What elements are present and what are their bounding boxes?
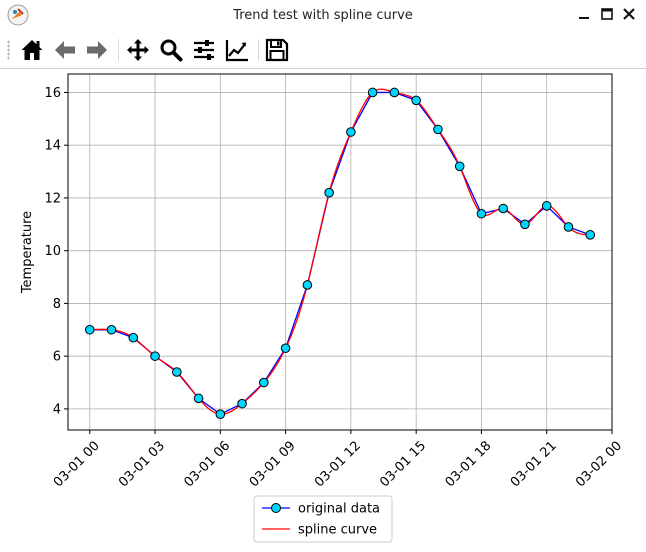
data-point <box>128 332 139 343</box>
pan-icon[interactable] <box>126 38 150 62</box>
y-tick-label: 8 <box>53 297 61 312</box>
y-tick-label: 6 <box>53 350 61 365</box>
x-tick-label: 03-01 06 <box>181 438 233 490</box>
back-icon[interactable] <box>53 38 77 62</box>
home-icon[interactable] <box>20 38 44 62</box>
x-tick-label: 03-01 09 <box>247 438 299 490</box>
x-tick-label: 03-01 00 <box>51 438 103 490</box>
y-tick-label: 14 <box>44 139 61 154</box>
legend: original data spline curve <box>253 495 393 543</box>
toolbar-grip[interactable] <box>7 40 10 60</box>
maximize-icon[interactable] <box>599 6 615 22</box>
navigation-toolbar <box>0 31 646 69</box>
x-tick-label: 03-01 03 <box>116 438 168 490</box>
data-point <box>346 127 356 137</box>
data-point <box>237 398 247 409</box>
zoom-icon[interactable] <box>159 38 183 62</box>
data-point <box>302 280 313 290</box>
plot-area <box>68 74 612 430</box>
data-point <box>150 351 160 361</box>
data-point <box>324 187 334 198</box>
x-tick-labels: 03-01 00 03-01 03 03-01 06 03-01 09 03-01 12… <box>51 438 625 490</box>
configure-subplots-icon[interactable] <box>192 38 216 62</box>
data-point <box>541 201 552 211</box>
app-icon <box>7 4 29 26</box>
x-tick-label: 03-01 21 <box>508 438 560 490</box>
legend-label-original: original data <box>298 502 380 517</box>
data-point <box>106 324 117 335</box>
edit-axis-icon[interactable] <box>225 38 249 62</box>
data-point <box>389 87 400 98</box>
data-point <box>215 409 226 419</box>
y-tick-label: 10 <box>44 244 61 259</box>
data-point <box>172 367 182 377</box>
y-tick-label: 4 <box>53 402 61 417</box>
data-point <box>367 87 378 98</box>
y-axis-label: Temperature <box>20 211 35 294</box>
data-point <box>563 222 574 232</box>
data-point <box>193 393 204 404</box>
y-tick-labels: 4 6 8 10 12 14 16 <box>44 86 61 417</box>
data-point <box>454 161 465 172</box>
legend-marker-original <box>271 503 281 513</box>
close-icon[interactable] <box>621 6 637 22</box>
data-point <box>476 208 487 219</box>
data-point <box>585 230 596 240</box>
data-point <box>280 343 291 354</box>
y-tick-label: 12 <box>44 191 61 206</box>
data-point <box>433 124 443 135</box>
axis-ticks <box>64 91 613 434</box>
toolbar-separator <box>118 39 119 61</box>
toolbar-separator <box>258 39 259 61</box>
data-point <box>84 324 95 335</box>
minimize-icon[interactable] <box>576 6 592 22</box>
y-tick-label: 16 <box>44 86 61 101</box>
title-bar: Trend test with spline curve <box>0 0 646 31</box>
forward-icon[interactable] <box>85 38 109 62</box>
plot-series <box>84 87 596 419</box>
data-point <box>498 203 509 214</box>
data-point <box>411 95 421 106</box>
window-title: Trend test with spline curve <box>233 8 413 23</box>
save-icon[interactable] <box>265 38 289 62</box>
data-point <box>259 377 269 388</box>
x-tick-label: 03-01 12 <box>312 438 364 490</box>
x-tick-label: 03-02 00 <box>573 438 625 490</box>
x-tick-label: 03-01 15 <box>377 438 429 490</box>
x-tick-label: 03-01 18 <box>443 438 495 490</box>
legend-label-spline: spline curve <box>298 523 377 538</box>
data-point <box>520 219 530 230</box>
plot-frame <box>67 73 613 431</box>
